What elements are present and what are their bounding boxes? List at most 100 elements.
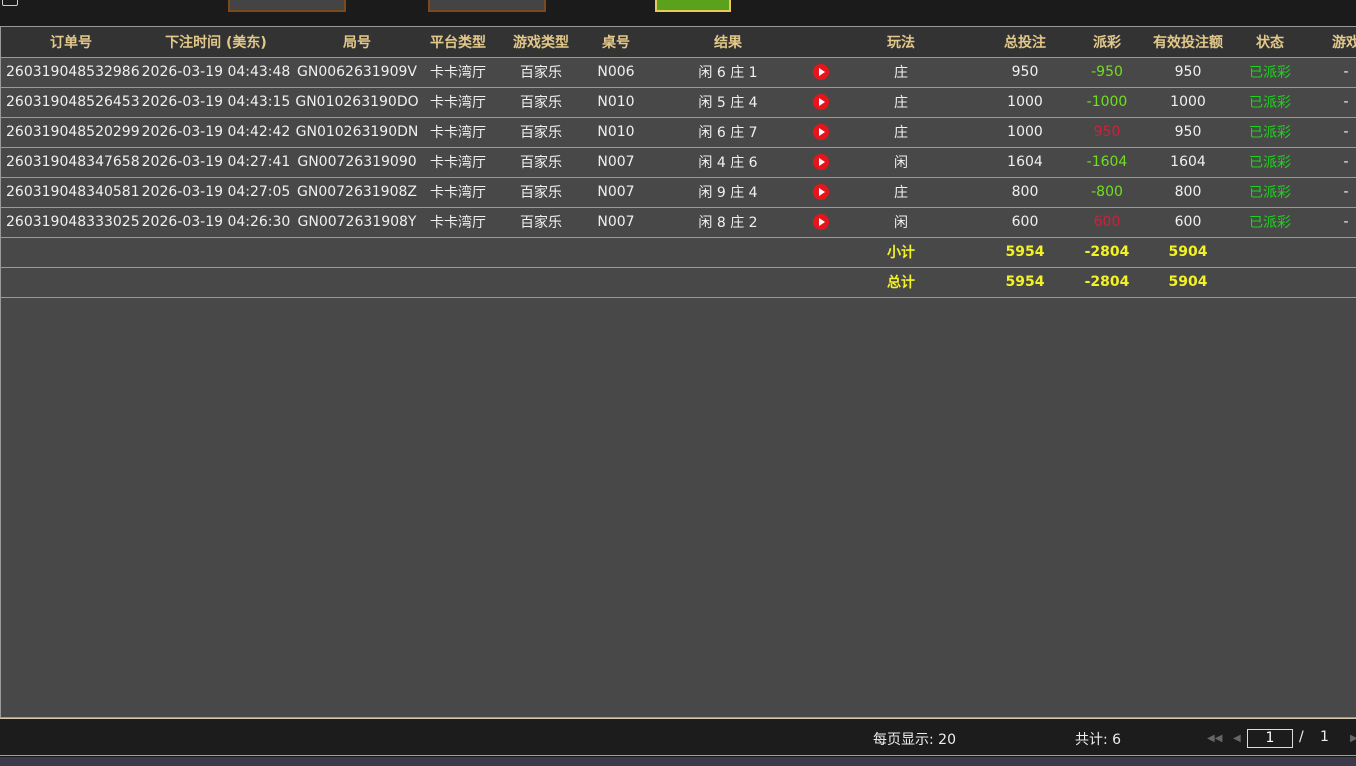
game-type: 百家乐: [493, 147, 589, 178]
valid-bet: 600: [1137, 207, 1239, 238]
column-header: 游戏: [1301, 27, 1356, 58]
table-number: N007: [589, 177, 643, 208]
empty-cell: [643, 237, 813, 268]
table-row[interactable]: 260319048340581 2026-03-19 04:27:05 GN0072…: [1, 177, 1356, 208]
column-header: 桌号: [589, 27, 643, 58]
page-separator: /: [1299, 729, 1304, 745]
play-video-icon[interactable]: [813, 154, 829, 170]
game-type: 百家乐: [493, 117, 589, 148]
next-page-icon[interactable]: ▶: [1350, 733, 1356, 744]
page-number-input[interactable]: 1: [1247, 729, 1293, 748]
table-number: N010: [589, 117, 643, 148]
empty-cell: [1, 267, 141, 298]
column-header: 下注时间 (美东): [141, 27, 291, 58]
empty-cell: [141, 237, 291, 268]
total-bet: 1000: [973, 117, 1077, 148]
empty-cell: [291, 237, 423, 268]
replay-cell: [813, 117, 829, 148]
round-id: GN00726319090: [291, 147, 423, 178]
first-page-icon[interactable]: ◀◀: [1207, 733, 1223, 744]
table-row[interactable]: 260319048526453 2026-03-19 04:43:15 GN0102…: [1, 87, 1356, 118]
start-date-input[interactable]: [228, 0, 346, 12]
empty-cell: [493, 237, 589, 268]
table-row[interactable]: 260319048532986 2026-03-19 04:43:48 GN0062…: [1, 57, 1356, 88]
empty-cell: [423, 237, 493, 268]
order-number: 260319048526453: [1, 87, 141, 118]
subtotal-label: 小计: [829, 237, 973, 268]
table-row[interactable]: 260319048333025 2026-03-19 04:26:30 GN0072…: [1, 207, 1356, 238]
result: 闲 6 庄 1: [643, 57, 813, 88]
page-size-label: 每页显示: 20: [873, 732, 956, 748]
payout: -800: [1077, 177, 1137, 208]
game-extra: -: [1301, 207, 1356, 238]
payout: 950: [1077, 117, 1137, 148]
play-video-icon[interactable]: [813, 94, 829, 110]
bet-time: 2026-03-19 04:43:48: [141, 57, 291, 88]
empty-cell: [813, 267, 829, 298]
result: 闲 9 庄 4: [643, 177, 813, 208]
bet-option: 闲: [829, 207, 973, 238]
table-number: N007: [589, 147, 643, 178]
play-video-icon[interactable]: [813, 214, 829, 230]
bet-option: 庄: [829, 87, 973, 118]
end-date-input[interactable]: [428, 0, 546, 12]
payout: -950: [1077, 57, 1137, 88]
table-number: N006: [589, 57, 643, 88]
bet-option: 闲: [829, 147, 973, 178]
round-id: GN010263190DO: [291, 87, 423, 118]
bet-time: 2026-03-19 04:27:05: [141, 177, 291, 208]
platform-type: 卡卡湾厅: [423, 177, 493, 208]
round-id: GN0062631909V: [291, 57, 423, 88]
bet-option: 庄: [829, 117, 973, 148]
total-valid: 5904: [1137, 267, 1239, 298]
table-row[interactable]: 260319048347658 2026-03-19 04:27:41 GN0072…: [1, 147, 1356, 178]
bet-option: 庄: [829, 57, 973, 88]
game-type: 百家乐: [493, 177, 589, 208]
platform-type: 卡卡湾厅: [423, 207, 493, 238]
game-extra: -: [1301, 177, 1356, 208]
prev-page-icon[interactable]: ◀: [1233, 733, 1241, 744]
platform-type: 卡卡湾厅: [423, 117, 493, 148]
pagination-bar: 每页显示: 20 共计: 6 ◀◀ ◀ 1 / 1 ▶: [0, 718, 1356, 756]
calendar-icon: [2, 0, 18, 6]
total-bet: 5954: [973, 267, 1077, 298]
query-button[interactable]: [655, 0, 731, 12]
subtotal-payout: -2804: [1077, 237, 1137, 268]
status-badge: 已派彩: [1239, 177, 1301, 208]
replay-cell: [813, 147, 829, 178]
total-row: 总计 5954 -2804 5904: [1, 267, 1356, 298]
play-video-icon[interactable]: [813, 64, 829, 80]
status-badge: 已派彩: [1239, 57, 1301, 88]
bet-time: 2026-03-19 04:27:41: [141, 147, 291, 178]
valid-bet: 1604: [1137, 147, 1239, 178]
column-header: 派彩: [1077, 27, 1137, 58]
play-video-icon[interactable]: [813, 184, 829, 200]
table-number: N007: [589, 207, 643, 238]
column-header: 状态: [1239, 27, 1301, 58]
total-bet: 950: [973, 57, 1077, 88]
column-header: 游戏类型: [493, 27, 589, 58]
game-extra: -: [1301, 87, 1356, 118]
filter-bar: [0, 0, 1356, 26]
result: 闲 8 庄 2: [643, 207, 813, 238]
column-header: 局号: [291, 27, 423, 58]
platform-type: 卡卡湾厅: [423, 57, 493, 88]
column-header: 有效投注额: [1137, 27, 1239, 58]
payout: 600: [1077, 207, 1137, 238]
empty-cell: [493, 267, 589, 298]
game-extra: -: [1301, 57, 1356, 88]
status-badge: 已派彩: [1239, 117, 1301, 148]
payout: -1000: [1077, 87, 1137, 118]
column-header: [813, 27, 829, 58]
order-number: 260319048532986: [1, 57, 141, 88]
empty-cell: [589, 267, 643, 298]
empty-cell: [291, 267, 423, 298]
table-row[interactable]: 260319048520299 2026-03-19 04:42:42 GN0102…: [1, 117, 1356, 148]
play-video-icon[interactable]: [813, 124, 829, 140]
empty-cell: [141, 267, 291, 298]
result: 闲 5 庄 4: [643, 87, 813, 118]
valid-bet: 1000: [1137, 87, 1239, 118]
empty-cell: [1301, 267, 1356, 298]
total-payout: -2804: [1077, 267, 1137, 298]
platform-type: 卡卡湾厅: [423, 87, 493, 118]
